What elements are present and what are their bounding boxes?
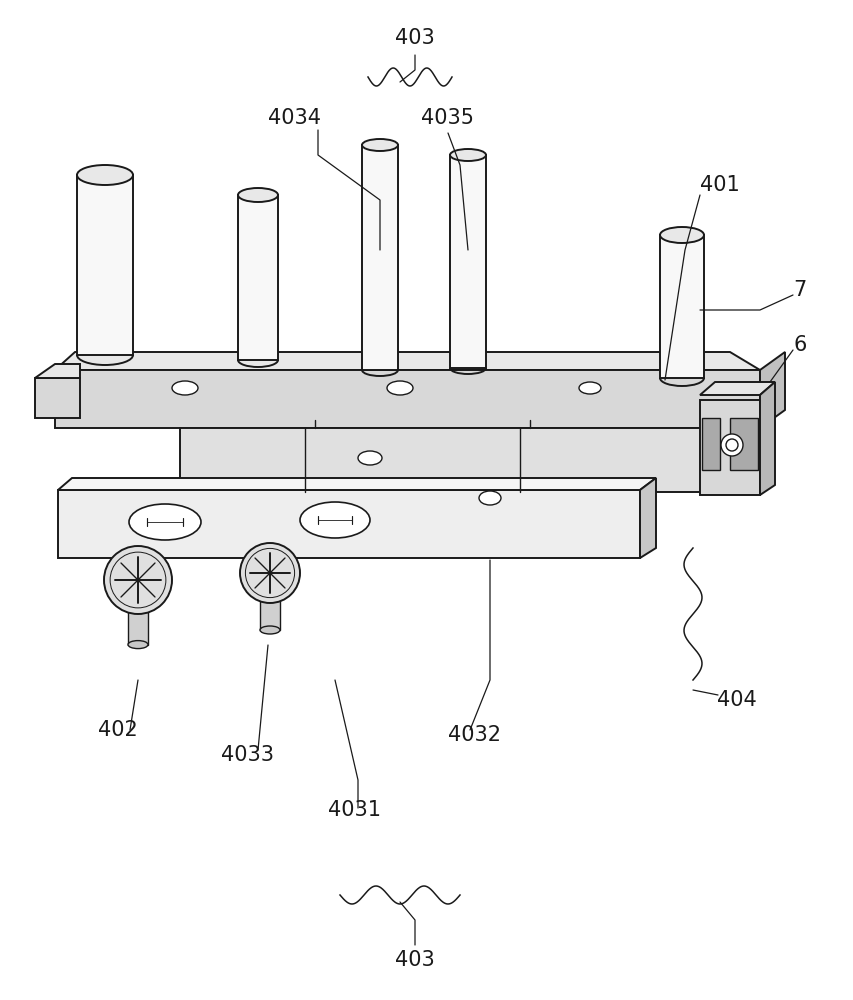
Polygon shape: [55, 352, 759, 370]
Text: 4031: 4031: [328, 800, 381, 820]
Polygon shape: [180, 418, 743, 428]
Ellipse shape: [129, 504, 200, 540]
Ellipse shape: [659, 227, 703, 243]
Circle shape: [240, 543, 299, 603]
Polygon shape: [259, 594, 280, 630]
Polygon shape: [58, 478, 655, 490]
Ellipse shape: [171, 381, 198, 395]
Text: 404: 404: [717, 690, 756, 710]
Ellipse shape: [259, 626, 280, 634]
Polygon shape: [450, 155, 485, 368]
Polygon shape: [35, 378, 80, 418]
Polygon shape: [77, 175, 133, 355]
Ellipse shape: [77, 165, 133, 185]
Ellipse shape: [720, 434, 742, 456]
Polygon shape: [729, 418, 757, 470]
Text: 401: 401: [699, 175, 739, 195]
Ellipse shape: [479, 491, 501, 505]
Ellipse shape: [357, 451, 381, 465]
Polygon shape: [699, 382, 774, 395]
Text: 402: 402: [98, 720, 137, 740]
Text: 6: 6: [792, 335, 806, 355]
Ellipse shape: [128, 641, 148, 649]
Polygon shape: [699, 400, 759, 495]
Ellipse shape: [386, 381, 413, 395]
Ellipse shape: [299, 502, 369, 538]
Polygon shape: [759, 382, 774, 495]
Text: 4035: 4035: [421, 108, 474, 128]
Text: 7: 7: [792, 280, 806, 300]
Polygon shape: [128, 604, 148, 645]
Polygon shape: [362, 145, 397, 370]
Ellipse shape: [362, 139, 397, 151]
Text: 403: 403: [395, 950, 434, 970]
Polygon shape: [759, 352, 784, 428]
Text: 4032: 4032: [448, 725, 501, 745]
Ellipse shape: [578, 382, 601, 394]
Ellipse shape: [238, 188, 278, 202]
Text: 4034: 4034: [268, 108, 321, 128]
Ellipse shape: [450, 149, 485, 161]
Text: 4033: 4033: [221, 745, 274, 765]
Polygon shape: [180, 428, 729, 492]
Polygon shape: [35, 364, 80, 378]
Polygon shape: [659, 235, 703, 378]
Polygon shape: [55, 370, 759, 428]
Text: 403: 403: [395, 28, 434, 48]
Circle shape: [104, 546, 171, 614]
Polygon shape: [238, 195, 278, 360]
Polygon shape: [701, 418, 719, 470]
Polygon shape: [639, 478, 655, 558]
Polygon shape: [58, 490, 639, 558]
